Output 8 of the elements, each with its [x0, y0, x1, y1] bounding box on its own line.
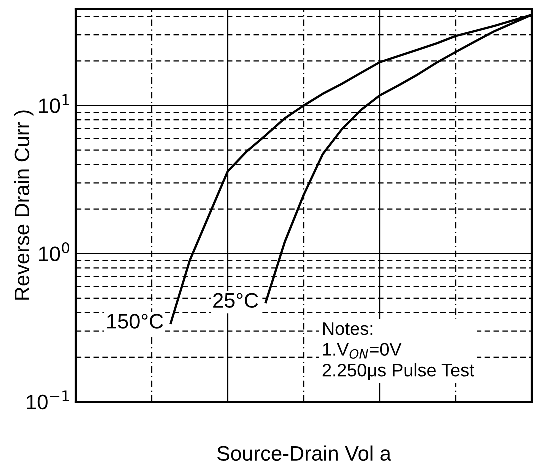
annotation: Notes: 1.V$_{ON}$=0V 2.250μs Pulse Test [322, 322, 474, 380]
series-label: 25°C [214, 293, 258, 308]
x-axis-title: Source-Drain Vol a [218, 446, 392, 462]
y-tick-label: 10$^{0}$ [39, 242, 70, 262]
y-tick-label: 10$^{−1}$ [27, 390, 70, 410]
series-label: 150°C [108, 314, 164, 329]
y-axis-title: Reverse Drain Curr ) [14, 110, 34, 300]
y-tick-label: 10$^{1}$ [39, 94, 70, 114]
